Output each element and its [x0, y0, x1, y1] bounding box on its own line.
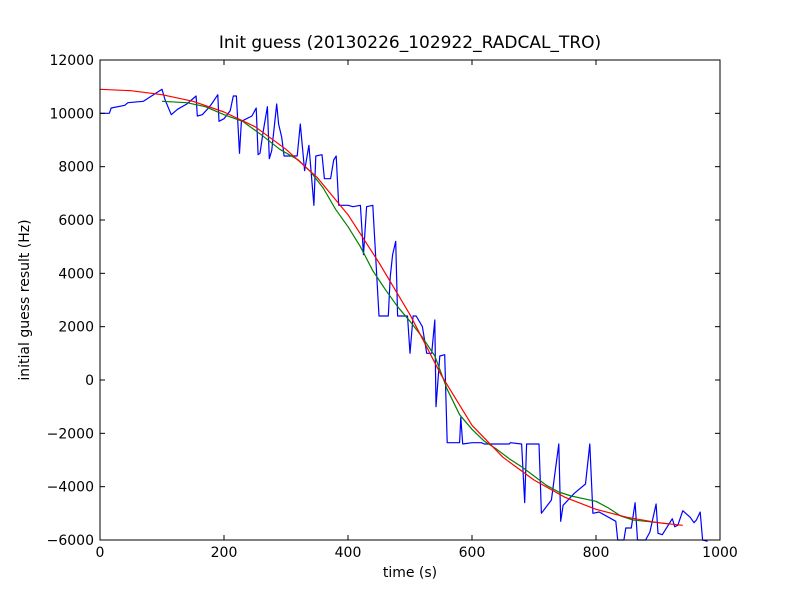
series-line-1 — [100, 88, 708, 542]
y-tick-label: 8000 — [58, 160, 94, 176]
y-tick-label: −2000 — [47, 426, 94, 442]
y-tick-label: 6000 — [58, 213, 94, 229]
x-tick-label: 400 — [335, 545, 362, 561]
y-axis-label: initial guess result (Hz) — [17, 219, 33, 380]
y-tick-label: 0 — [85, 373, 94, 389]
y-tick-label: 10000 — [49, 106, 94, 122]
y-tick-label: −6000 — [47, 533, 94, 549]
plot-frame — [99, 59, 721, 541]
y-tick-label: 2000 — [58, 320, 94, 336]
x-axis-label: time (s) — [383, 565, 437, 581]
series-line-3 — [99, 88, 683, 526]
series-line-2 — [161, 100, 671, 525]
y-tick-label: −4000 — [47, 480, 94, 496]
x-tick-label: 800 — [583, 545, 610, 561]
plot-lines — [99, 88, 708, 542]
x-tick-label: 600 — [459, 545, 486, 561]
x-tick-label: 1000 — [702, 545, 738, 561]
y-tick-label: 12000 — [49, 53, 94, 69]
chart-title: Init guess (20130226_102922_RADCAL_TRO) — [219, 33, 601, 53]
x-tick-label: 200 — [211, 545, 238, 561]
y-tick-label: 4000 — [58, 266, 94, 282]
x-tick-label: 0 — [96, 545, 105, 561]
axis-ticks: 0 200 400 600 800 1000 −6000 −4000 −2000 0 2000 400… — [47, 53, 738, 561]
